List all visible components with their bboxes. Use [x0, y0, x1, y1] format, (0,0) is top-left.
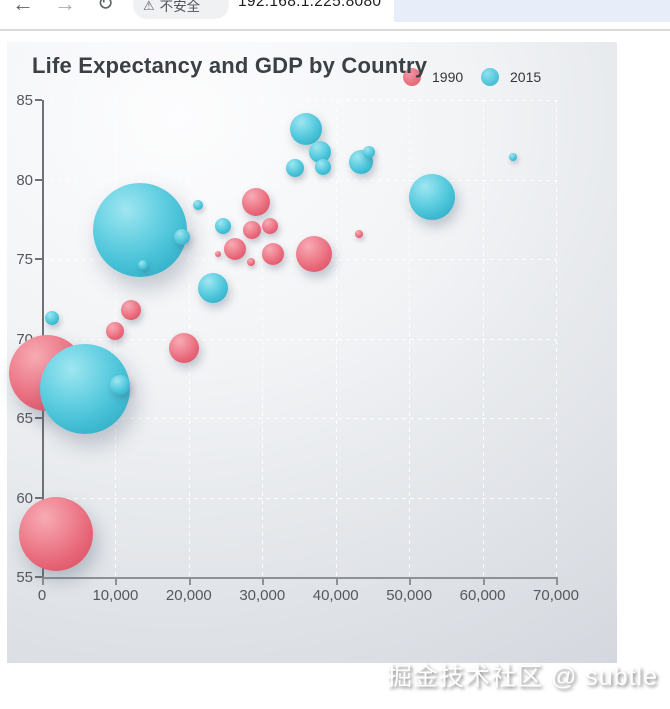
x-axis-tick — [482, 579, 485, 585]
bubble-1990[interactable] — [215, 251, 222, 258]
legend-label-1990: 1990 — [432, 69, 464, 85]
y-tick-label: 60 — [16, 489, 33, 507]
omnibox-highlight — [394, 0, 670, 22]
y-tick-label: 55 — [16, 569, 33, 586]
legend-dot-2015 — [481, 68, 499, 86]
bubble-2015[interactable] — [215, 217, 232, 234]
browser-toolbar: ← → ↻ ⚠ 不安全 192.168.1.225:8080 — [0, 0, 670, 31]
x-tick-label: 20,000 — [165, 587, 212, 604]
reload-icon[interactable]: ↻ — [97, 0, 114, 15]
watermark-text: 掘金技术社区 @ subtle — [387, 663, 658, 691]
x-tick-label: 10,000 — [92, 587, 139, 604]
x-axis-tick — [409, 579, 412, 585]
bubble-2015[interactable] — [363, 146, 376, 159]
x-tick-label: 60,000 — [459, 587, 506, 604]
gridline-horizontal — [42, 100, 556, 101]
bubble-1990[interactable] — [355, 229, 364, 238]
gridline-horizontal — [42, 418, 556, 419]
x-tick-label: 50,000 — [386, 587, 433, 604]
legend-item-2015[interactable]: 2015 — [481, 68, 541, 86]
bubble-2015[interactable] — [110, 374, 131, 395]
bubble-1990[interactable] — [262, 243, 285, 266]
x-axis-tick — [188, 579, 191, 585]
gridline-vertical — [556, 100, 557, 577]
security-chip-label: 不安全 — [159, 0, 201, 14]
gridline-horizontal — [42, 179, 556, 181]
warning-icon: ⚠ — [143, 0, 155, 13]
x-axis-tick — [262, 579, 265, 585]
gridline-horizontal — [42, 497, 556, 499]
bubble-1990[interactable] — [169, 333, 200, 364]
bubble-2015[interactable] — [409, 173, 456, 220]
legend-item-1990[interactable]: 1990 — [403, 68, 463, 86]
x-tick-label: 40,000 — [312, 587, 359, 604]
y-axis-tick — [35, 576, 42, 578]
legend-dot-1990 — [403, 68, 421, 86]
x-axis-tick — [335, 579, 338, 585]
bubble-plot-area: 55 60 65 70 75 80 85 0 10,000 20,000 30,000 40,000 5… — [7, 42, 617, 663]
y-tick-label: 80 — [16, 171, 33, 189]
bubble-1990[interactable] — [121, 299, 142, 320]
y-tick-label: 85 — [16, 92, 33, 109]
x-tick-label: 0 — [37, 587, 47, 604]
bubble-1990[interactable] — [247, 258, 256, 267]
x-tick-label: 30,000 — [239, 587, 286, 604]
bubble-1990[interactable] — [296, 236, 333, 273]
x-axis-tick — [556, 579, 558, 585]
bubble-1990[interactable] — [242, 187, 271, 216]
bubble-2015[interactable] — [44, 310, 59, 325]
bubble-2015[interactable] — [509, 153, 518, 162]
bubble-1990[interactable] — [224, 238, 247, 261]
bubble-2015[interactable] — [193, 199, 204, 210]
y-axis-tick — [35, 99, 42, 101]
legend-label-2015: 2015 — [510, 69, 542, 85]
bubble-1990[interactable] — [262, 217, 279, 234]
forward-icon[interactable]: → — [54, 0, 76, 16]
bubble-2015[interactable] — [198, 272, 229, 303]
y-axis-tick — [35, 417, 42, 419]
x-axis-tick — [42, 579, 44, 585]
bubble-2015[interactable] — [286, 159, 305, 178]
x-axis-line — [42, 577, 558, 579]
back-icon[interactable]: ← — [12, 0, 34, 16]
bubble-1990[interactable] — [243, 221, 262, 240]
bubble-2015[interactable] — [309, 141, 332, 164]
y-axis-tick — [35, 496, 42, 499]
x-tick-label: 70,000 — [533, 587, 579, 604]
y-tick-label: 65 — [16, 410, 33, 427]
y-axis-tick — [35, 258, 42, 260]
y-axis-tick — [35, 178, 42, 181]
chart-title: Life Expectancy and GDP by Country — [32, 53, 428, 78]
bubble-2015[interactable] — [315, 158, 332, 175]
bubble-2015[interactable] — [174, 228, 191, 245]
bubble-1990[interactable] — [18, 497, 93, 572]
bubble-2015[interactable] — [290, 112, 323, 145]
address-bar-url[interactable]: 192.168.1.225:8080 — [238, 0, 382, 10]
y-tick-label: 75 — [16, 251, 33, 268]
gridline-horizontal — [42, 338, 556, 340]
x-axis-tick — [115, 579, 118, 585]
bubble-2015[interactable] — [138, 260, 149, 271]
chart-card: 55 60 65 70 75 80 85 0 10,000 20,000 30,000 40,000 5… — [7, 42, 617, 663]
bubble-1990[interactable] — [106, 321, 125, 340]
security-chip[interactable]: ⚠ 不安全 — [133, 0, 229, 19]
